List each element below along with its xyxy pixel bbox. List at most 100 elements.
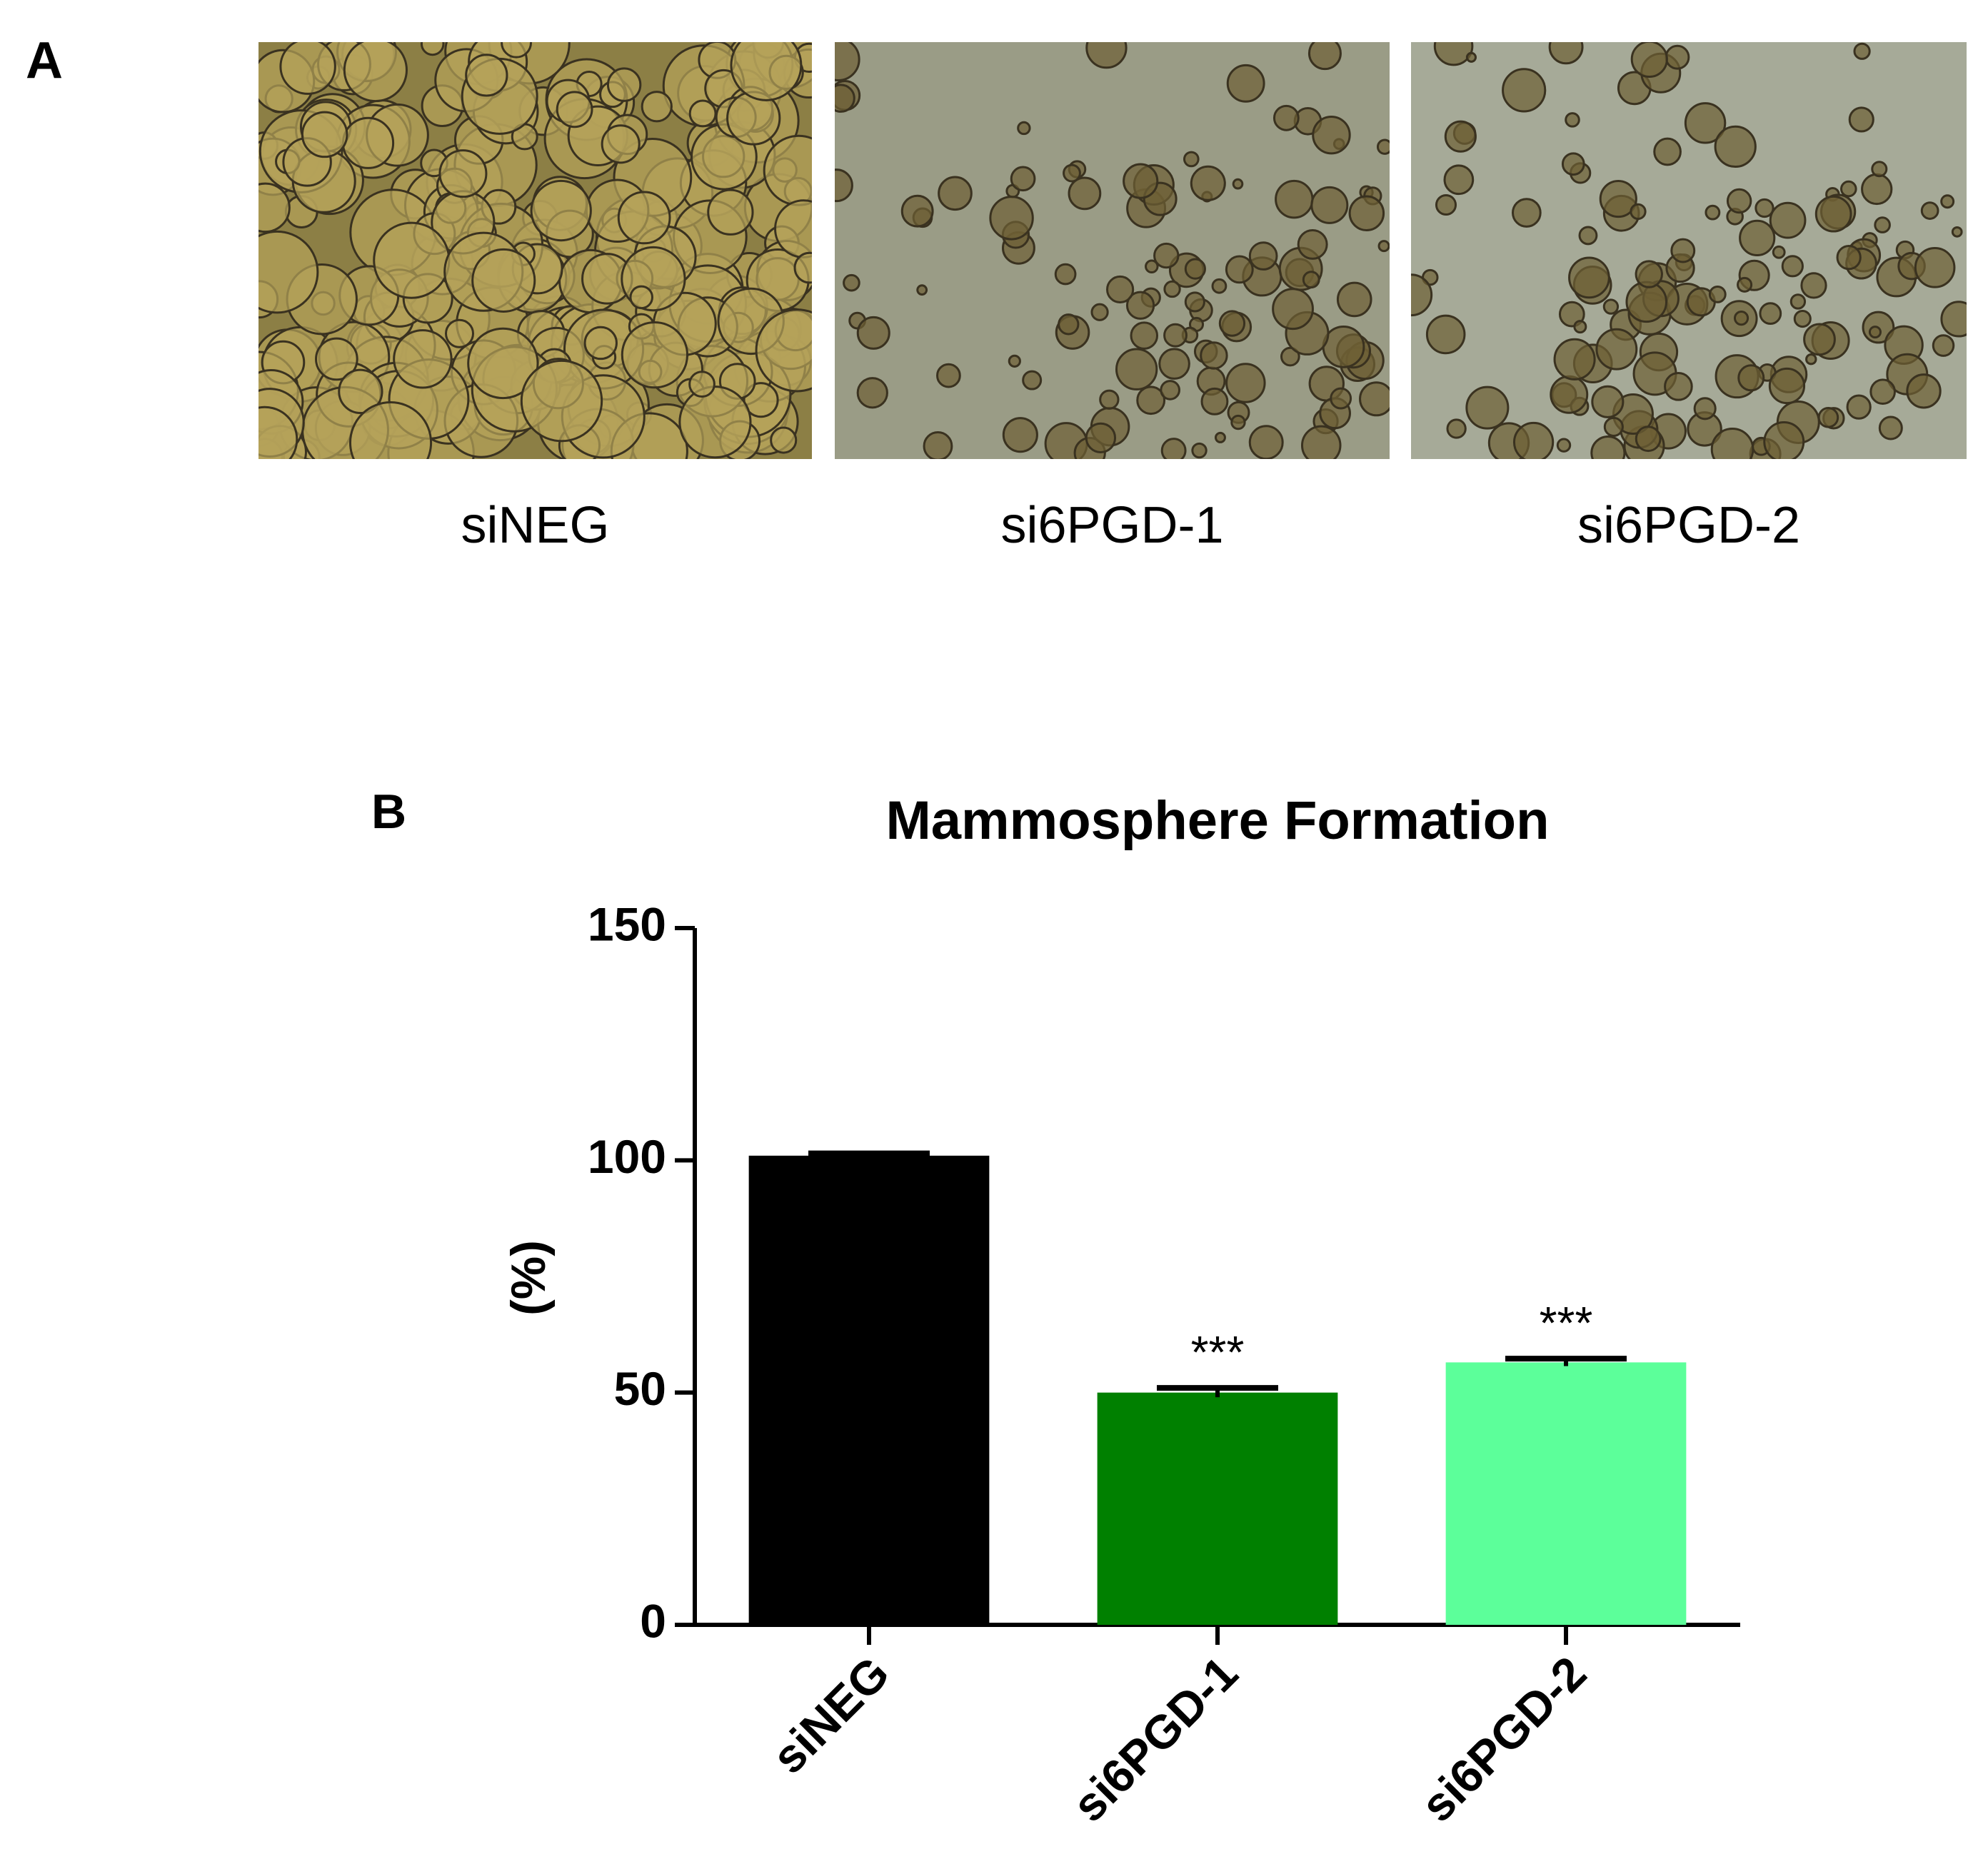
cell xyxy=(900,194,934,228)
cell xyxy=(338,368,383,414)
cell xyxy=(938,176,973,211)
cell xyxy=(774,199,812,258)
cell xyxy=(1789,293,1807,310)
cell xyxy=(730,42,803,101)
cell xyxy=(1248,425,1284,459)
cell xyxy=(343,42,408,103)
cell xyxy=(1322,325,1365,368)
cell xyxy=(793,251,812,284)
image-label: siNEG xyxy=(461,497,609,554)
cell xyxy=(1630,203,1647,221)
cell xyxy=(1635,260,1663,288)
significance-label: *** xyxy=(1540,1297,1593,1349)
cell xyxy=(1214,431,1226,443)
cell xyxy=(1160,380,1180,400)
cell xyxy=(1425,314,1466,355)
cell xyxy=(1840,180,1857,198)
cell xyxy=(1871,161,1888,178)
cell xyxy=(1443,164,1475,196)
cell xyxy=(1130,321,1159,350)
cell xyxy=(1848,106,1874,133)
cell xyxy=(617,191,671,245)
cell xyxy=(279,42,336,95)
cell xyxy=(1158,348,1190,380)
cell xyxy=(1163,323,1188,348)
cell xyxy=(1737,276,1753,293)
cell xyxy=(1595,328,1638,371)
cell xyxy=(471,248,536,313)
panel-label: A xyxy=(26,32,63,89)
cell xyxy=(1063,163,1081,183)
cells xyxy=(258,42,812,459)
cell xyxy=(1914,247,1956,288)
cell xyxy=(520,359,603,443)
cell xyxy=(856,377,888,409)
cell xyxy=(1733,311,1749,326)
cell xyxy=(1817,406,1839,428)
cell xyxy=(1008,354,1021,368)
cell xyxy=(341,116,395,169)
cell xyxy=(1635,425,1662,453)
y-tick-label: 0 xyxy=(640,1594,666,1647)
cell xyxy=(530,179,592,242)
cell xyxy=(923,430,953,459)
cell xyxy=(1793,309,1812,328)
cell xyxy=(1017,121,1031,136)
cell xyxy=(1561,152,1585,176)
cell xyxy=(1705,204,1721,221)
cell xyxy=(641,91,673,123)
cell xyxy=(1512,421,1555,459)
cell xyxy=(1411,273,1433,317)
cell xyxy=(1115,348,1158,391)
y-axis-label: (%) xyxy=(501,1240,556,1316)
cell xyxy=(1190,165,1226,201)
cell xyxy=(1348,195,1385,231)
cell xyxy=(1781,255,1804,278)
cell xyxy=(1377,240,1390,253)
cell xyxy=(1553,338,1596,381)
cell xyxy=(835,84,855,113)
cell xyxy=(707,188,754,236)
cell xyxy=(1556,438,1572,453)
cell xyxy=(1759,302,1782,325)
image-label: si6PGD-2 xyxy=(1577,497,1800,554)
cell xyxy=(1465,51,1477,63)
cell xyxy=(1125,291,1155,320)
cell xyxy=(1664,372,1693,401)
cell xyxy=(1548,42,1584,65)
image-label: si6PGD-1 xyxy=(1000,497,1223,554)
cell xyxy=(258,182,291,233)
cell xyxy=(1085,42,1128,69)
cell xyxy=(1068,176,1102,211)
cell xyxy=(843,273,860,292)
cell xyxy=(1022,370,1043,391)
cell xyxy=(1550,375,1589,414)
cell xyxy=(1502,68,1547,113)
cell xyxy=(1300,425,1342,459)
cell xyxy=(1568,256,1610,299)
cell xyxy=(349,401,433,459)
cell xyxy=(1136,386,1166,415)
cell xyxy=(1191,442,1208,459)
cell xyxy=(1232,178,1244,190)
cell xyxy=(989,196,1034,241)
cell xyxy=(1465,386,1510,430)
cell xyxy=(1940,301,1967,338)
cell xyxy=(1565,112,1580,128)
cell xyxy=(301,111,348,158)
cell xyxy=(1836,244,1862,271)
cell xyxy=(1932,334,1955,357)
cell xyxy=(1163,280,1181,298)
cell xyxy=(1184,291,1205,313)
micrograph xyxy=(1411,42,1967,459)
cell xyxy=(1665,44,1690,70)
cell xyxy=(1435,193,1457,216)
significance-label: *** xyxy=(1191,1326,1245,1378)
cell xyxy=(1874,216,1891,233)
cell xyxy=(1010,166,1036,192)
cells xyxy=(1411,42,1967,459)
cell xyxy=(1805,353,1817,366)
cell xyxy=(1272,104,1300,131)
cell xyxy=(315,337,358,381)
cell xyxy=(1754,198,1774,218)
